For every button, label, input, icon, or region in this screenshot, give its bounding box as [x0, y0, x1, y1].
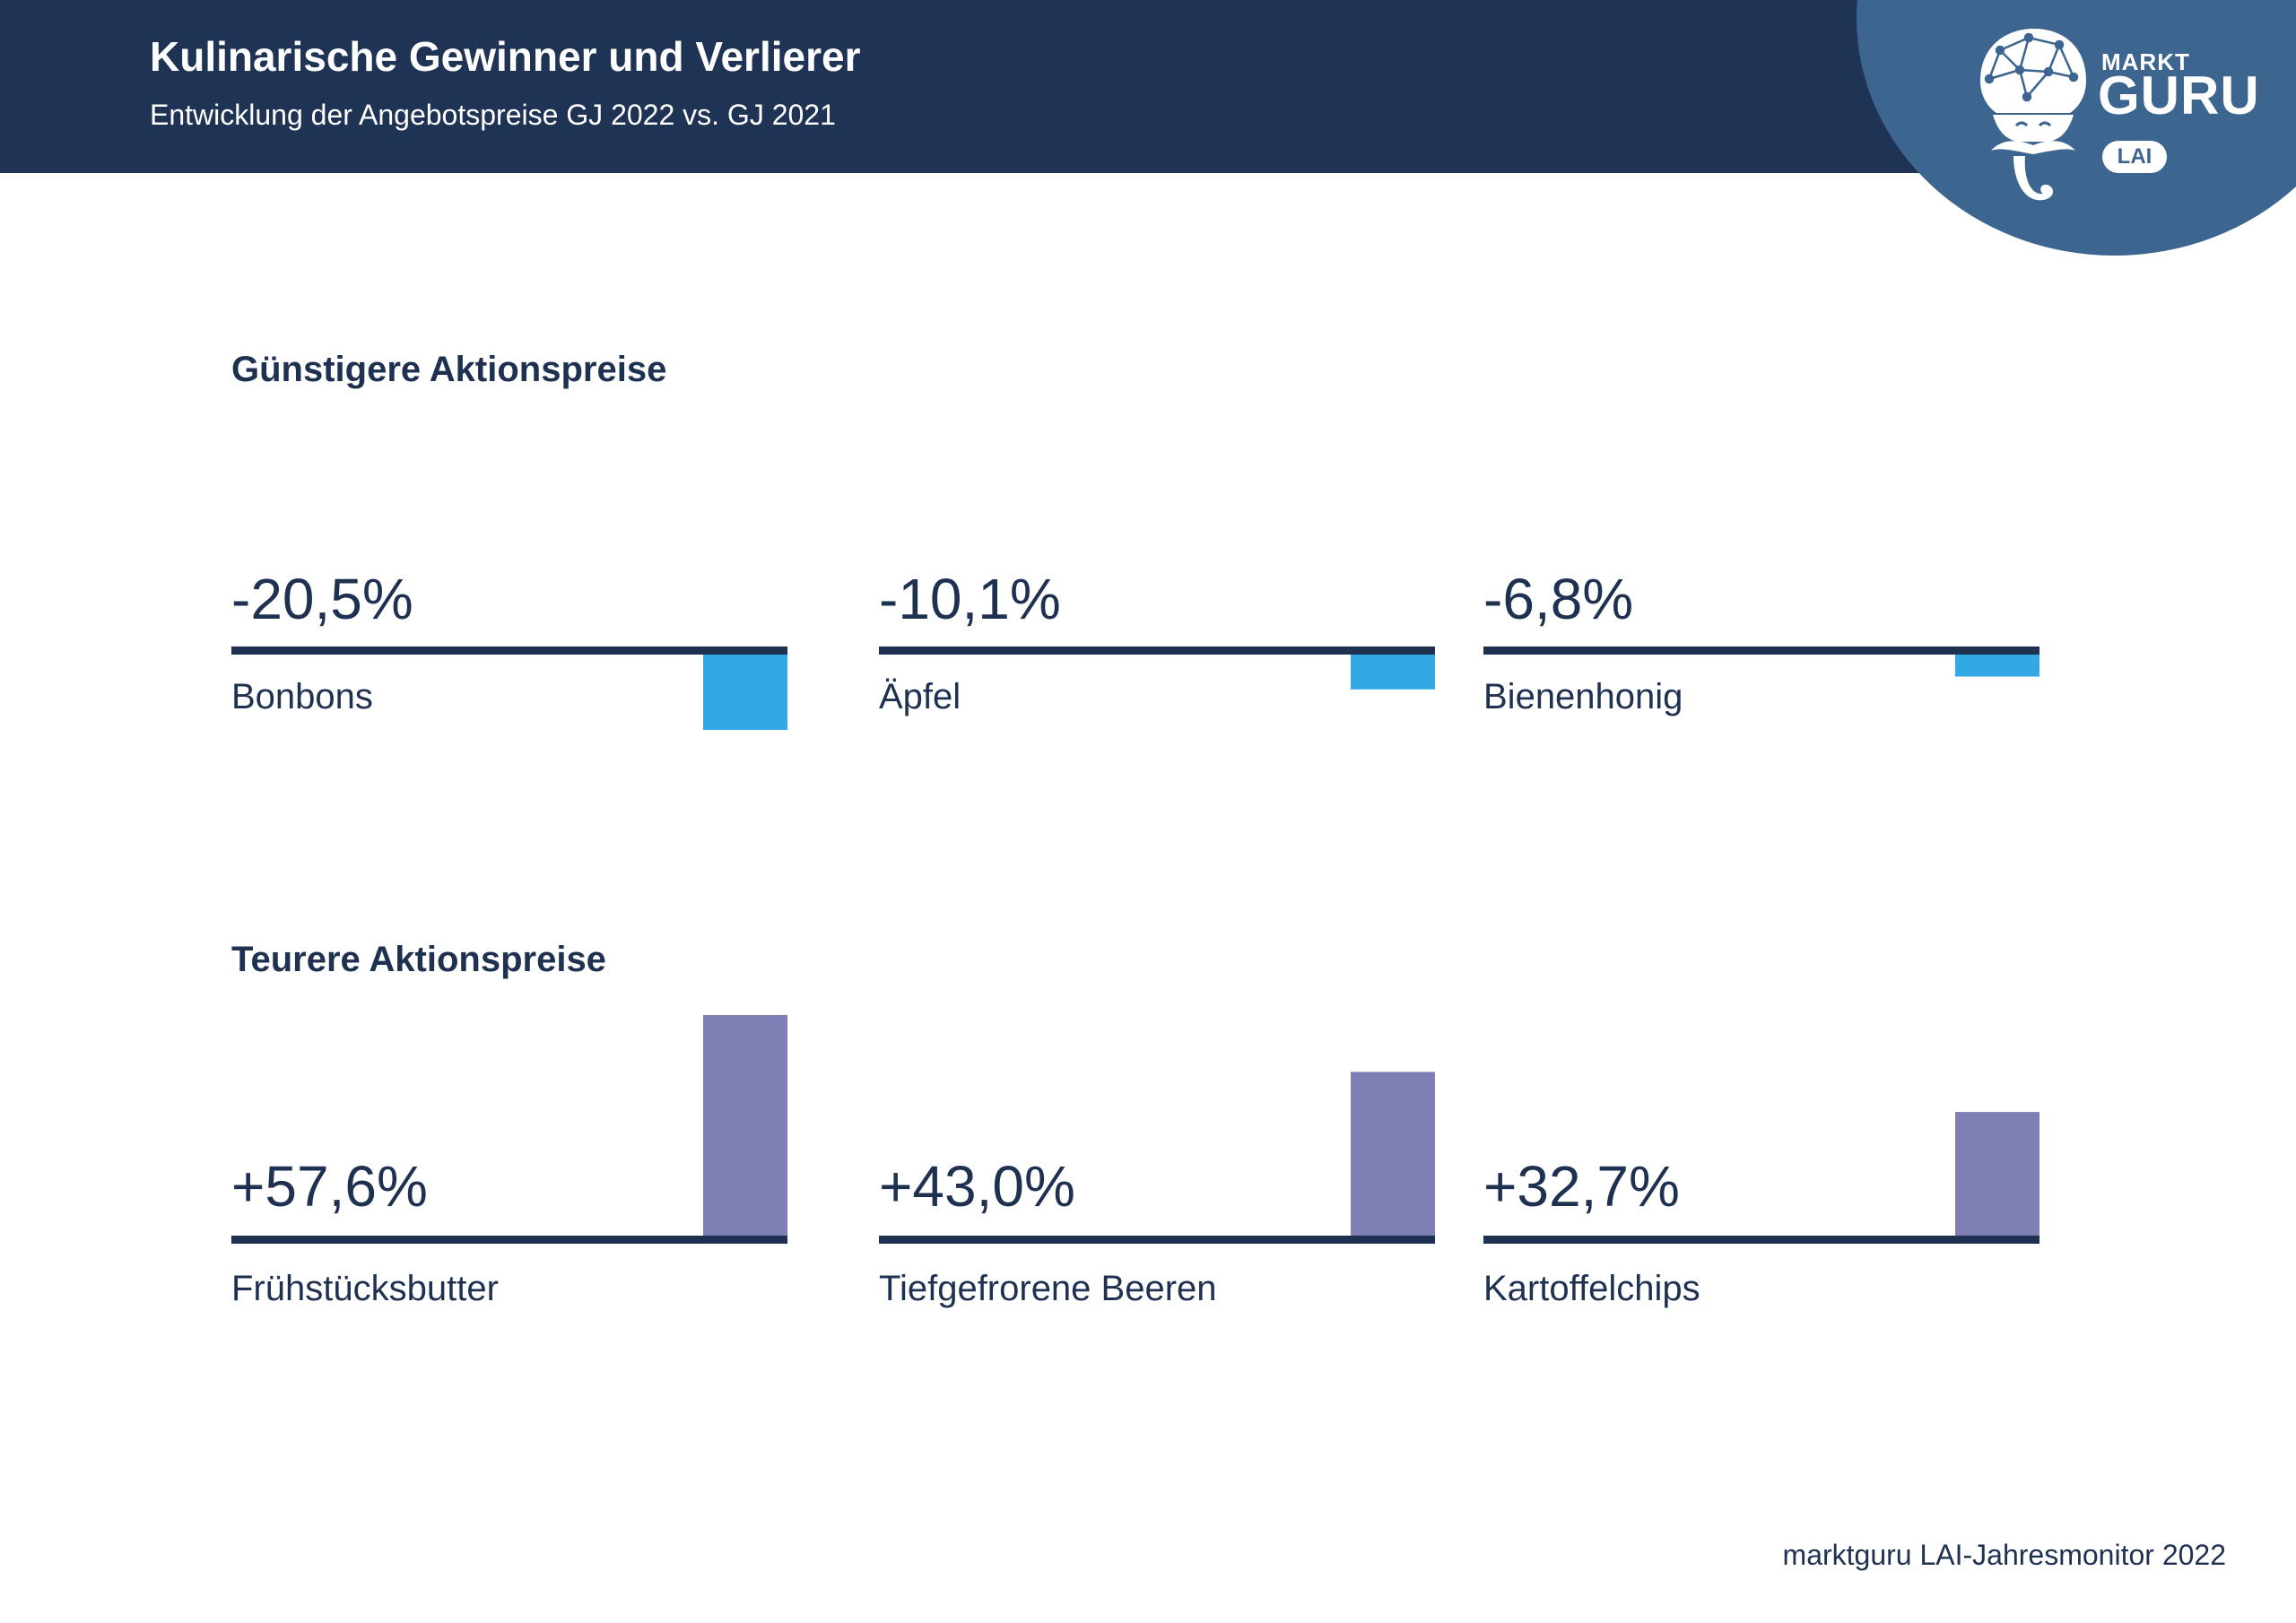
baseline-cheaper-2 — [1483, 647, 2039, 655]
baseline-pricier-0 — [231, 1236, 787, 1244]
value-label: +43,0% — [879, 1154, 1075, 1219]
logo-markt-text: MARKT — [2101, 48, 2190, 75]
baseline-pricier-2 — [1483, 1236, 2039, 1244]
logo-lai-badge: LAI — [2102, 141, 2167, 173]
page-subtitle: Entwicklung der Angebotspreise GJ 2022 v… — [150, 99, 836, 131]
baseline-cheaper-1 — [879, 647, 1435, 655]
category-label: Bienenhonig — [1483, 677, 1683, 716]
category-label: Kartoffelchips — [1483, 1269, 1700, 1308]
logo-guru-text: GURU — [2098, 65, 2260, 126]
value-label: +57,6% — [231, 1154, 428, 1219]
category-label: Bonbons — [231, 677, 373, 716]
category-label: Frühstücksbutter — [231, 1269, 499, 1308]
baseline-cheaper-0 — [231, 647, 787, 655]
value-label: +32,7% — [1483, 1154, 1680, 1219]
bar-pricier-1 — [1351, 1072, 1435, 1239]
bar-pricier-0 — [703, 1015, 787, 1239]
baseline-pricier-1 — [879, 1236, 1435, 1244]
source-footnote: marktguru LAI-Jahresmonitor 2022 — [1782, 1539, 2226, 1571]
page-title: Kulinarische Gewinner und Verlierer — [150, 33, 861, 80]
value-label: -20,5% — [231, 567, 413, 631]
bar-cheaper-1 — [1351, 650, 1435, 690]
category-label: Tiefgefrorene Beeren — [879, 1269, 1217, 1308]
bar-pricier-2 — [1955, 1112, 2039, 1239]
section-heading-cheaper: Günstigere Aktionspreise — [231, 350, 667, 389]
bar-cheaper-0 — [703, 650, 787, 730]
value-label: -6,8% — [1483, 567, 1633, 631]
category-label: Äpfel — [879, 677, 961, 716]
section-heading-pricier: Teurere Aktionspreise — [231, 940, 606, 979]
guru-face-icon — [1980, 29, 2086, 201]
value-label: -10,1% — [879, 567, 1061, 631]
